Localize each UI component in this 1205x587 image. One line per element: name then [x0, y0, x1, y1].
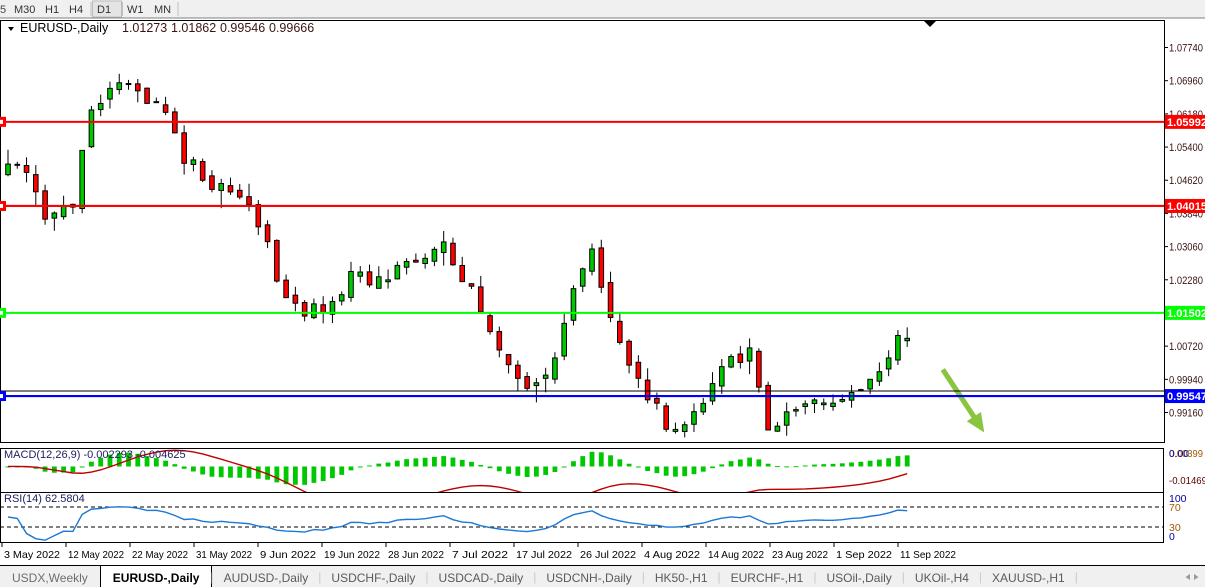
- svg-text:17 Jul 2022: 17 Jul 2022: [516, 550, 572, 561]
- svg-text:H1: H1: [45, 4, 59, 16]
- svg-text:1.03060: 1.03060: [1169, 242, 1203, 254]
- svg-text:0.99160: 0.99160: [1169, 408, 1203, 420]
- svg-text:11 Sep 2022: 11 Sep 2022: [900, 550, 956, 561]
- svg-text:7 Jul 2022: 7 Jul 2022: [452, 550, 508, 561]
- svg-text:EURUSD-,Daily: EURUSD-,Daily: [20, 21, 109, 35]
- svg-text:D1: D1: [97, 4, 111, 16]
- svg-text:0.99666: 0.99666: [269, 21, 314, 35]
- svg-text:31 May 2022: 31 May 2022: [196, 550, 252, 561]
- svg-text:19 Jun 2022: 19 Jun 2022: [324, 550, 380, 561]
- svg-text:0: 0: [1169, 531, 1175, 543]
- svg-text:26 Jul 2022: 26 Jul 2022: [580, 550, 636, 561]
- svg-text:1 Sep 2022: 1 Sep 2022: [836, 550, 892, 561]
- svg-text:-0.01469: -0.01469: [1169, 475, 1205, 487]
- svg-text:M30: M30: [14, 4, 35, 16]
- svg-text:12 May 2022: 12 May 2022: [68, 550, 124, 561]
- svg-text:28 Jun 2022: 28 Jun 2022: [388, 550, 444, 561]
- svg-text:1.01273: 1.01273: [122, 21, 167, 35]
- svg-text:1.02280: 1.02280: [1169, 275, 1203, 287]
- svg-text:22 May 2022: 22 May 2022: [132, 550, 188, 561]
- svg-text:RSI(14) 62.5804: RSI(14) 62.5804: [4, 493, 85, 505]
- svg-text:H4: H4: [69, 4, 83, 16]
- svg-text:70: 70: [1169, 502, 1181, 514]
- svg-text:1.01502: 1.01502: [1167, 308, 1205, 320]
- svg-text:W1: W1: [127, 4, 144, 16]
- svg-text:MN: MN: [154, 4, 171, 16]
- svg-text:1.05400: 1.05400: [1169, 142, 1203, 154]
- svg-text:1.07740: 1.07740: [1169, 43, 1203, 55]
- svg-text:1.04620: 1.04620: [1169, 175, 1203, 187]
- svg-text:0.99940: 0.99940: [1169, 374, 1203, 386]
- svg-text:0.00: 0.00: [1169, 448, 1189, 460]
- svg-text:5: 5: [0, 4, 6, 16]
- svg-text:0.99547: 0.99547: [1167, 391, 1205, 403]
- svg-text:1.00720: 1.00720: [1169, 341, 1203, 353]
- svg-text:9 Jun 2022: 9 Jun 2022: [260, 550, 316, 561]
- svg-text:MACD(12,26,9) -0.002293 -0.004: MACD(12,26,9) -0.002293 -0.004625: [4, 449, 186, 461]
- svg-text:1.06960: 1.06960: [1169, 76, 1203, 88]
- svg-text:23 Aug 2022: 23 Aug 2022: [772, 550, 828, 561]
- svg-text:3 May 2022: 3 May 2022: [4, 550, 60, 561]
- svg-text:1.01862: 1.01862: [171, 21, 216, 35]
- svg-text:1.05992: 1.05992: [1167, 117, 1205, 129]
- svg-text:1.04015: 1.04015: [1167, 201, 1205, 213]
- svg-text:14 Aug 2022: 14 Aug 2022: [708, 550, 764, 561]
- svg-text:0.99546: 0.99546: [220, 21, 265, 35]
- svg-text:4 Aug 2022: 4 Aug 2022: [644, 550, 700, 561]
